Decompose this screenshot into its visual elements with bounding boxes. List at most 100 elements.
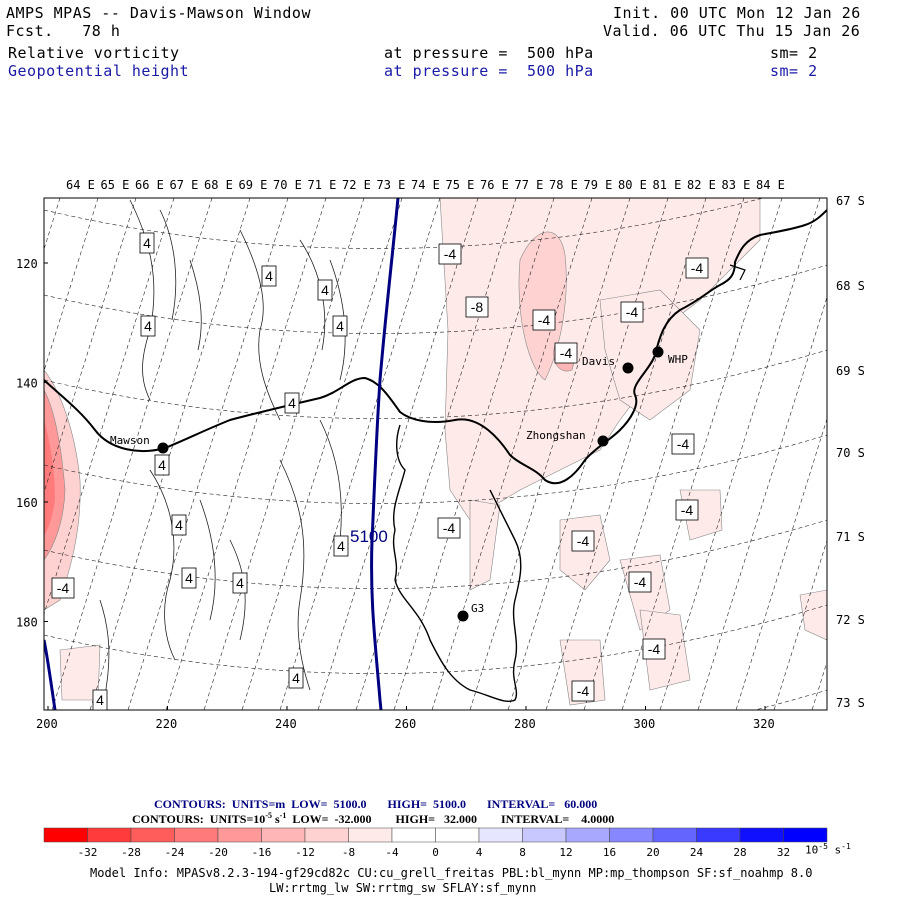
lon-label: 79 E	[584, 178, 613, 192]
colorbar-label: -24	[165, 846, 185, 859]
forecast-hour: Fcst. 78 h	[6, 22, 121, 40]
x-tick-label: 300	[634, 717, 656, 731]
colorbar-swatch	[609, 827, 654, 843]
field-1-smoothing: sm= 2	[770, 44, 818, 62]
colorbar-label: 28	[733, 846, 746, 859]
vorticity-label: -8	[471, 299, 484, 315]
vorticity-contour-info: CONTOURS: UNITS=10-5 s-1 LOW= -32.000 HI…	[132, 811, 615, 826]
station-whp-marker	[652, 346, 664, 358]
station-davis-marker	[622, 362, 634, 374]
height-contour-info: CONTOURS: UNITS=m LOW= 5100.0 HIGH= 5100…	[154, 797, 598, 811]
stations: Mawson Davis WHP Zhongshan G3	[110, 346, 688, 622]
y-axis-ticks: 120 140 160 180	[16, 257, 48, 630]
lon-label: 80 E	[618, 178, 647, 192]
colorbar-label: -20	[208, 846, 228, 859]
colorbar-swatch	[348, 827, 393, 843]
colorbar-swatch	[174, 827, 219, 843]
vorticity-label: -4	[444, 246, 457, 262]
colorbar-label: -4	[385, 846, 399, 859]
lon-label: 65 E	[101, 178, 130, 192]
x-tick-label: 320	[753, 717, 775, 731]
colorbar-swatch	[522, 827, 567, 843]
vorticity-label: -4	[443, 520, 456, 536]
station-zhongshan-marker	[597, 435, 609, 447]
model-info-line-2: LW:rrtmg_lw SW:rrtmg_sw SFLAY:sf_mynn	[269, 881, 537, 895]
lon-label: 84 E	[756, 178, 785, 192]
field-2-pressure: at pressure = 500 hPa	[384, 62, 594, 80]
x-tick-label: 240	[275, 717, 297, 731]
lon-label: 68 E	[204, 178, 233, 192]
station-g3-marker	[457, 610, 469, 622]
vorticity-label: -4	[626, 304, 639, 320]
station-mawson-marker	[157, 442, 169, 454]
colorbar-swatch	[87, 827, 132, 843]
lon-label: 77 E	[515, 178, 544, 192]
lon-label: 75 E	[446, 178, 475, 192]
field-2-smoothing: sm= 2	[770, 62, 818, 80]
init-time: Init. 00 UTC Mon 12 Jan 26	[613, 4, 861, 22]
vorticity-label: -4	[681, 502, 694, 518]
y-tick-label: 140	[16, 377, 38, 391]
colorbar-swatch	[304, 827, 349, 843]
lon-label: 67 E	[170, 178, 199, 192]
lon-label: 78 E	[549, 178, 578, 192]
colorbar-swatch	[391, 827, 436, 843]
vorticity-label: 4	[321, 282, 329, 298]
lat-label: 71 S	[836, 530, 865, 544]
lon-label: 66 E	[135, 178, 164, 192]
field-1-name: Relative vorticity	[8, 44, 180, 62]
vorticity-label: 4	[96, 692, 104, 708]
vorticity-label: -4	[634, 574, 647, 590]
lat-label: 72 S	[836, 613, 865, 627]
colorbar-label: 4	[476, 846, 483, 859]
lon-label: 70 E	[273, 178, 302, 192]
vorticity-label: -4	[677, 436, 690, 452]
vorticity-label: 4	[292, 670, 300, 686]
vorticity-label: -4	[577, 683, 590, 699]
plot-title: AMPS MPAS -- Davis-Mawson Window	[6, 4, 311, 22]
colorbar-swatch	[261, 827, 306, 843]
y-tick-label: 180	[16, 616, 38, 630]
colorbar-label: 8	[519, 846, 526, 859]
vorticity-label: 4	[337, 538, 345, 554]
vorticity-label: -4	[57, 580, 70, 596]
lat-label: 68 S	[836, 279, 865, 293]
lon-label: 81 E	[653, 178, 682, 192]
ice-shelf-outline	[392, 424, 522, 702]
colorbar-label: 24	[690, 846, 704, 859]
lon-label: 64 E	[66, 178, 95, 192]
vorticity-shading	[44, 198, 827, 706]
vorticity-label: 4	[265, 268, 273, 284]
latitude-labels: 67 S 68 S 69 S 70 S 71 S 72 S 73 S	[836, 194, 865, 710]
vorticity-label: 4	[236, 575, 244, 591]
colorbar-label: 16	[603, 846, 616, 859]
vorticity-label: -4	[691, 260, 704, 276]
colorbar-swatch	[696, 827, 741, 843]
colorbar-swatch	[652, 827, 697, 843]
lat-label: 73 S	[836, 696, 865, 710]
model-info-line-1: Model Info: MPASv8.2.3-194-gf29cd82c CU:…	[90, 866, 813, 880]
colorbar-swatch	[739, 827, 784, 843]
colorbar-swatch	[783, 827, 828, 843]
lon-label: 72 E	[342, 178, 371, 192]
vorticity-label: 4	[288, 395, 296, 411]
lon-label: 82 E	[687, 178, 716, 192]
valid-time: Valid. 06 UTC Thu 15 Jan 26	[603, 22, 861, 40]
x-axis-ticks: 200 220 240 260 280 300 320	[36, 706, 775, 731]
lon-label: 69 E	[239, 178, 268, 192]
longitude-labels: 64 E 65 E 66 E 67 E 68 E 69 E 70 E 71 E 72 E 73 E…	[66, 178, 785, 192]
colorbar-swatch	[478, 827, 523, 843]
colorbar-unit: 10-5 s-1	[805, 842, 851, 857]
vorticity-label: 4	[143, 235, 151, 251]
x-tick-label: 260	[395, 717, 417, 731]
colorbar-label: -12	[295, 846, 315, 859]
colorbar-swatch	[43, 827, 88, 843]
colorbar-label: 32	[777, 846, 790, 859]
colorbar-swatch	[565, 827, 610, 843]
lon-label: 76 E	[480, 178, 509, 192]
coastline	[44, 209, 827, 485]
station-mawson-label: Mawson	[110, 434, 150, 447]
station-zhongshan-label: Zhongshan	[526, 429, 586, 442]
field-1-pressure: at pressure = 500 hPa	[384, 44, 594, 62]
x-tick-label: 280	[514, 717, 536, 731]
